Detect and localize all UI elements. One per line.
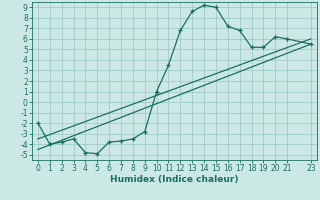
X-axis label: Humidex (Indice chaleur): Humidex (Indice chaleur) [110,175,239,184]
